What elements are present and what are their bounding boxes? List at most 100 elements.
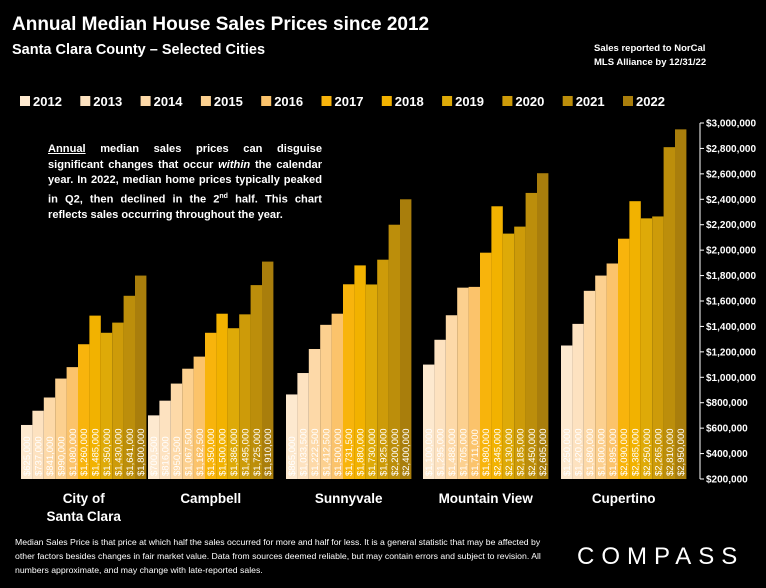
data-label: $1,711,000 — [470, 429, 481, 476]
data-label: $1,980,000 — [481, 428, 492, 476]
bar-2014 — [308, 348, 321, 479]
data-label: $1,895,000 — [608, 428, 619, 476]
bar-2016 — [468, 286, 480, 479]
bar-2017 — [480, 252, 492, 479]
source-note: Sales reported to NorCal MLS Alliance by… — [594, 42, 764, 70]
data-label: $841,000 — [45, 436, 56, 476]
bar-2019 — [227, 328, 240, 479]
source-line-1: Sales reported to NorCal — [594, 43, 706, 54]
bar-2022 — [262, 261, 274, 479]
bar-2012 — [21, 424, 33, 479]
bar-2013 — [32, 410, 44, 479]
data-label: $1,925,000 — [378, 428, 389, 476]
legend-label: 2014 — [154, 94, 184, 109]
bar-2014 — [170, 383, 183, 479]
data-label: $1,641,000 — [125, 428, 136, 476]
bar-2020 — [652, 216, 664, 479]
bar-2018 — [89, 315, 101, 479]
data-label: $1,731,500 — [344, 428, 355, 476]
y-tick-label: $1,200,000 — [706, 347, 756, 358]
legend-label: 2012 — [33, 94, 62, 109]
category-label: City of — [63, 491, 106, 506]
data-label: $1,350,000 — [102, 428, 113, 476]
bar-2021 — [525, 192, 537, 479]
bar-2019 — [640, 218, 653, 479]
data-label: $1,386,000 — [229, 428, 240, 476]
data-label: $1,295,000 — [436, 428, 447, 476]
bar-2015 — [320, 324, 332, 479]
legend-label: 2017 — [335, 94, 364, 109]
bar-2013 — [572, 323, 584, 479]
bar-2022 — [400, 199, 412, 480]
bar-2013 — [434, 339, 446, 479]
data-label: $1,500,000 — [333, 428, 344, 476]
data-label: $2,810,000 — [665, 428, 676, 476]
bar-2022 — [135, 275, 147, 479]
data-label: $1,705,000 — [458, 428, 469, 476]
bar-2018 — [491, 206, 503, 479]
data-label: $2,950,000 — [676, 428, 687, 476]
data-label: $1,725,000 — [252, 428, 263, 476]
data-label: $700,500 — [149, 436, 160, 476]
y-tick-label: $400,000 — [706, 449, 748, 460]
bar-2015 — [595, 275, 607, 479]
legend-swatch — [381, 96, 392, 106]
data-label: $1,420,000 — [574, 428, 585, 476]
bar-2021 — [123, 295, 135, 479]
bar-2022 — [675, 129, 687, 479]
data-label: $865,000 — [287, 436, 298, 476]
y-tick-label: $600,000 — [706, 424, 748, 435]
bar-2012 — [561, 345, 573, 479]
source-line-2: MLS Alliance by 12/31/22 — [594, 57, 707, 68]
footer-disclaimer: Median Sales Price is that price at whic… — [15, 537, 541, 575]
legend-swatch — [562, 96, 573, 106]
data-label: $816,000 — [161, 436, 172, 476]
category-label: Cupertino — [592, 491, 656, 506]
y-tick-label: $1,800,000 — [706, 271, 756, 282]
note-text-1: median sales prices can disguise signifi… — [48, 143, 322, 171]
bar-2020 — [239, 314, 251, 479]
data-label: $1,412,500 — [321, 428, 332, 476]
data-label: $1,067,500 — [183, 428, 194, 476]
y-tick-label: $1,600,000 — [706, 297, 756, 308]
bar-2021 — [663, 147, 675, 479]
y-tick-label: $1,400,000 — [706, 322, 756, 333]
data-label: $2,090,000 — [619, 428, 630, 476]
legend-label: 2021 — [576, 94, 605, 109]
data-label: $1,260,000 — [79, 428, 90, 476]
y-tick-label: $2,400,000 — [706, 195, 756, 206]
bar-2012 — [423, 364, 435, 479]
data-label: $1,222,500 — [310, 428, 321, 476]
data-label: $1,430,000 — [113, 428, 124, 476]
data-label: $1,350,000 — [206, 428, 217, 476]
data-label: $2,130,000 — [504, 428, 515, 476]
bar-2021 — [250, 285, 262, 479]
data-label: $1,730,000 — [367, 428, 378, 476]
legend-swatch — [200, 96, 211, 106]
note-text-2: the calendar year. In 2022, median home … — [48, 158, 323, 206]
data-label: $1,080,000 — [68, 428, 79, 476]
legend-swatch — [20, 96, 30, 106]
y-tick-label: $200,000 — [706, 475, 748, 486]
bar-2015 — [55, 378, 67, 479]
bar-2016 — [66, 367, 78, 479]
bar-2014 — [445, 315, 458, 479]
note-superscript: nd — [219, 192, 228, 200]
data-label: $1,495,000 — [240, 428, 251, 476]
data-label: $2,265,000 — [653, 428, 664, 476]
y-tick-label: $3,000,000 — [706, 119, 756, 130]
bar-2019 — [502, 233, 515, 479]
bar-2016 — [331, 313, 343, 479]
bar-2015 — [182, 368, 194, 479]
legend-label: 2018 — [395, 94, 424, 109]
legend-swatch — [321, 96, 332, 106]
bar-2012 — [286, 394, 298, 479]
data-label: $1,800,000 — [136, 428, 147, 476]
bar-chart: $200,000 $400,000 $600,000 $800,000 $1,000,0… — [20, 94, 756, 524]
data-label: $2,345,000 — [493, 428, 504, 476]
data-label: $2,200,000 — [390, 428, 401, 476]
y-tick-label: $2,000,000 — [706, 246, 756, 257]
category-label: Campbell — [180, 491, 241, 506]
data-label: $2,185,000 — [515, 428, 526, 476]
data-label: $1,800,000 — [596, 428, 607, 476]
